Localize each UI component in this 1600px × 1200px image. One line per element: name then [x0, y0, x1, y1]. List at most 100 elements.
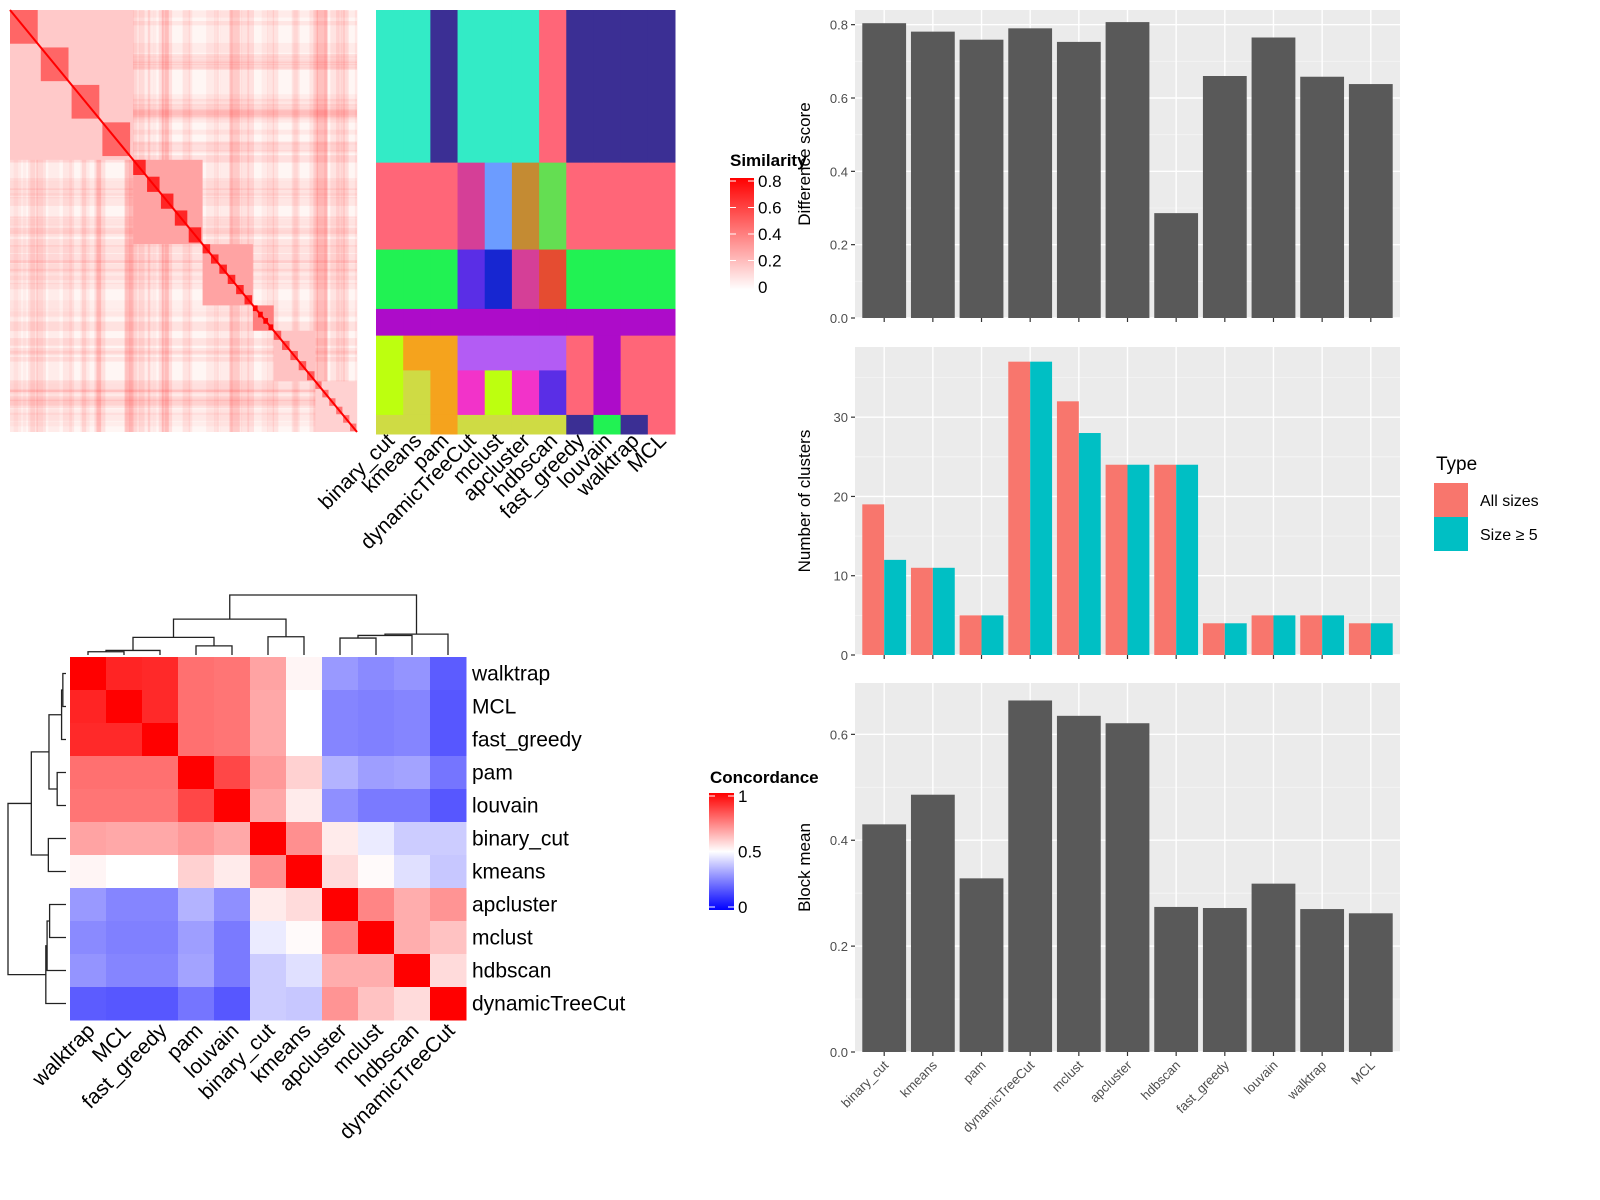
dendrogram-branch: [56, 771, 66, 807]
bar: [959, 878, 1004, 1052]
bar-all-sizes: [1008, 361, 1031, 655]
cluster-label-cell: [484, 162, 513, 251]
cluster-label-cell: [593, 308, 622, 337]
y-tick-label: 0.2: [830, 238, 848, 253]
bar: [1348, 913, 1393, 1052]
cluster-label-cell: [566, 414, 594, 435]
bar-size-5: [1273, 615, 1296, 655]
concordance-cell: [286, 657, 323, 691]
concordance-cell: [430, 921, 467, 955]
concordance-cell: [214, 723, 251, 757]
cluster-label-cell: [620, 370, 649, 416]
concordance-row-label: louvain: [472, 795, 539, 818]
similarity-stripe: [10, 412, 357, 421]
cluster-label-cell: [593, 370, 622, 416]
similarity-stripe: [336, 10, 342, 432]
concordance-cell: [322, 822, 359, 856]
cluster-label-cell: [647, 10, 676, 164]
similarity-stripe: [10, 108, 357, 118]
bar: [1154, 906, 1199, 1052]
cluster-label-cell: [376, 10, 404, 164]
dendrogram-branch: [48, 903, 66, 939]
concordance-cell: [70, 657, 107, 691]
concordance-cell: [286, 822, 323, 856]
concordance-cell: [430, 756, 467, 790]
concordance-heatmap: [70, 657, 467, 1021]
cluster-label-cell: [430, 370, 459, 416]
concordance-cell: [286, 921, 323, 955]
concordance-cell: [106, 657, 143, 691]
cluster-label-cell: [457, 249, 486, 310]
concordance-cell: [178, 855, 215, 889]
legend-swatch-all-sizes: [1434, 483, 1468, 517]
y-axis-title: Number of clusters: [795, 430, 814, 573]
cluster-label-cell: [376, 162, 404, 251]
dendrogram-branch: [30, 751, 49, 856]
y-tick-label: 0.2: [830, 939, 848, 954]
number-of-clusters-panel: 0 10 20 30 Number of clusters: [795, 347, 1400, 663]
concordance-cell: [142, 789, 179, 823]
block-mean-panel: 0.0 0.2 0.4 0.6 Block mean: [795, 683, 1400, 1060]
concordance-cell: [286, 987, 323, 1021]
similarity-stripe: [261, 10, 268, 432]
concordance-cell: [214, 855, 251, 889]
concordance-cell: [322, 888, 359, 922]
similarity-stripe: [10, 393, 357, 402]
concordance-cell: [322, 987, 359, 1021]
concordance-cell: [142, 822, 179, 856]
concordance-row-label: fast_greedy: [472, 729, 582, 752]
similarity-stripe: [10, 396, 357, 406]
y-axis-title: Block mean: [795, 823, 814, 912]
concordance-cell: [106, 954, 143, 988]
similarity-stripe: [325, 10, 328, 432]
concordance-legend-tick-label: 0.5: [738, 843, 762, 862]
concordance-cell: [178, 822, 215, 856]
concordance-row-label: dynamicTreeCut: [472, 993, 625, 1016]
cluster-label-cell: [403, 162, 431, 251]
similarity-stripe: [124, 10, 131, 432]
concordance-cell: [214, 888, 251, 922]
concordance-cell: [70, 756, 107, 790]
concordance-cell: [286, 789, 323, 823]
bar-size-5: [1224, 623, 1247, 655]
similarity-stripe: [316, 10, 328, 432]
similarity-stripe: [342, 10, 345, 432]
cluster-label-cell: [430, 414, 459, 435]
bar: [1251, 37, 1296, 318]
concordance-cell: [250, 921, 287, 955]
concordance-cell: [106, 789, 143, 823]
concordance-cell: [142, 855, 179, 889]
y-tick-label: 0.4: [830, 833, 848, 848]
similarity-stripe: [10, 321, 357, 332]
bar-size-5: [932, 567, 955, 655]
similarity-stripe: [10, 129, 357, 135]
cluster-label-cell: [484, 10, 513, 164]
similarity-stripe: [10, 245, 357, 254]
similarity-stripe: [80, 10, 90, 432]
bar: [862, 824, 907, 1052]
concordance-legend-title: Concordance: [710, 768, 819, 787]
concordance-cell: [430, 888, 467, 922]
cluster-label-cell: [430, 335, 459, 371]
concordance-cell: [214, 987, 251, 1021]
cluster-label-cell: [593, 249, 622, 310]
bar: [1008, 700, 1053, 1052]
similarity-stripe: [10, 380, 357, 384]
similarity-stripe: [10, 150, 357, 154]
similarity-stripe: [10, 282, 357, 290]
concordance-cell: [142, 756, 179, 790]
dendrogram-branch: [384, 633, 449, 655]
cluster-label-cell: [511, 335, 540, 371]
concordance-cell: [250, 954, 287, 988]
cluster-label-cell: [647, 308, 676, 337]
cluster-label-cell: [620, 10, 649, 164]
concordance-cell: [142, 888, 179, 922]
concordance-cell: [322, 723, 359, 757]
concordance-cell: [70, 822, 107, 856]
similarity-legend-tick-label: 0.6: [758, 199, 782, 218]
concordance-cell: [70, 987, 107, 1021]
similarity-stripe: [316, 10, 328, 432]
concordance-cell: [394, 657, 431, 691]
cluster-label-cell: [376, 414, 404, 435]
